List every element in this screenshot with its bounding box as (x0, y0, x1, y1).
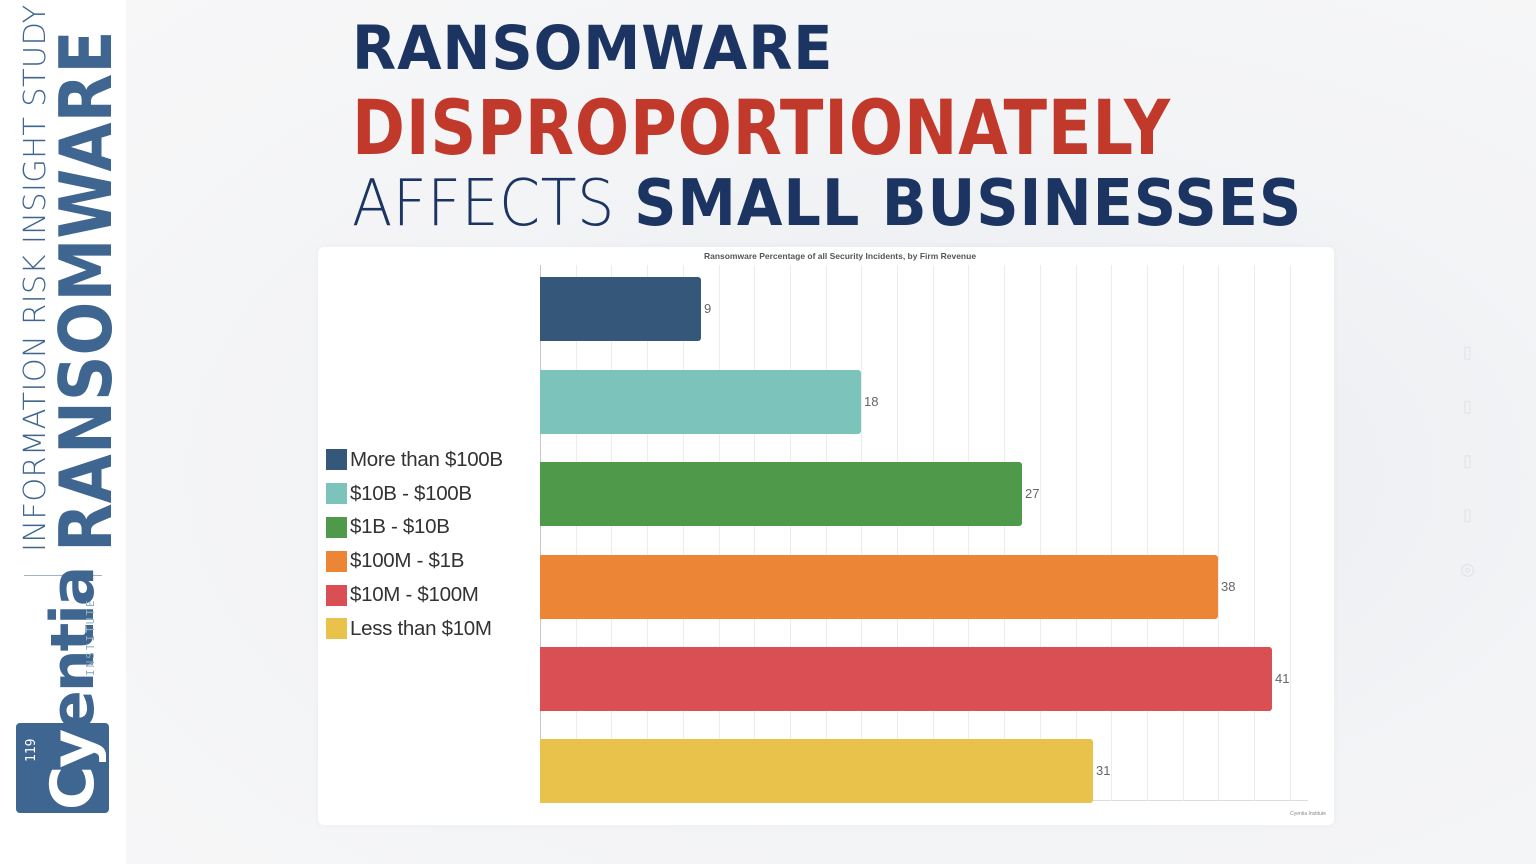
grid-line (1004, 265, 1005, 801)
bar (540, 462, 1022, 526)
logo-number: 119 (24, 738, 39, 762)
bar-value-label: 18 (864, 394, 879, 409)
legend-item: Less than $10M (326, 612, 503, 646)
cyentia-logo: Cyentia (38, 568, 108, 810)
grid-line (968, 265, 969, 801)
cyentia-logo-box (16, 723, 109, 813)
chart-legend: More than $100B $10B - $100B $1B - $10B $10… (326, 443, 503, 646)
legend-swatch (326, 483, 347, 505)
grid-line (647, 265, 648, 801)
legend-label: More than $100B (350, 447, 503, 471)
legend-item: $10B - $100B (326, 477, 503, 511)
legend-swatch (326, 618, 347, 640)
grid-line (611, 265, 612, 801)
headline-line-1: RANSOMWARE (352, 13, 834, 84)
legend-label: $10M - $100M (350, 583, 479, 607)
headline-line-3-light: AFFECTS (352, 167, 635, 241)
bar-value-label: 38 (1221, 579, 1236, 594)
study-title: RANSOMWARE (44, 30, 128, 553)
grid-line (933, 265, 934, 801)
legend-swatch (326, 550, 347, 572)
logo-word-main: Cy (38, 730, 108, 810)
bar (540, 555, 1218, 619)
grid-line (1040, 265, 1041, 801)
bar-value-label: 41 (1275, 671, 1290, 686)
headline-line-2: DISPROPORTIONATELY (352, 83, 1171, 172)
headline-line-3: AFFECTS SMALL BUSINESSES (352, 172, 1302, 242)
legend-label: $100M - $1B (350, 549, 465, 573)
legend-item: $10M - $100M (326, 578, 503, 612)
grid-line (719, 265, 720, 801)
grid-line (1147, 265, 1148, 801)
source-note: Cyentia Institute (1290, 811, 1326, 817)
bar (540, 277, 701, 341)
grid-line (683, 265, 684, 801)
bar (540, 370, 861, 434)
legend-item: $1B - $10B (326, 511, 503, 545)
logo-word-tail: entia (38, 567, 108, 731)
bar (540, 647, 1272, 711)
headline-line-3-bold: SMALL BUSINESSES (634, 167, 1303, 241)
grid-line (1183, 265, 1184, 801)
legend-swatch (326, 584, 347, 606)
grid-line (576, 265, 577, 801)
brand-sidebar: INFORMATION RISK INSIGHT STUDY RANSOMWAR… (0, 0, 128, 864)
headline: RANSOMWARE DISPROPORTIONATELY AFFECTS SM… (352, 18, 1385, 242)
bar-value-label: 31 (1096, 763, 1111, 778)
grid-line (1076, 265, 1077, 801)
chart-title: Ransomware Percentage of all Security In… (703, 251, 977, 261)
chart-plot-area: 9 18 27 38 41 31 (540, 265, 1308, 803)
logo-institute: INSTITUTE (84, 598, 97, 676)
bar-value-label: 27 (1025, 486, 1040, 501)
grid-line (826, 265, 827, 801)
legend-label: $1B - $10B (350, 515, 450, 539)
y-axis-line (540, 265, 541, 801)
grid-line (1290, 265, 1291, 801)
grid-line (790, 265, 791, 801)
legend-label: $10B - $100B (350, 481, 472, 505)
legend-item: More than $100B (326, 443, 503, 477)
grid-line (1254, 265, 1255, 801)
brand-divider (24, 575, 102, 576)
bar-value-label: 9 (704, 301, 712, 316)
legend-swatch (326, 516, 347, 538)
grid-line (897, 265, 898, 801)
bar (540, 739, 1093, 803)
grid-line (1111, 265, 1112, 801)
legend-swatch (326, 449, 347, 471)
background-circuit-decoration: ▯ ▯ ▯ ▯ ◎ (1455, 340, 1480, 590)
grid-line (861, 265, 862, 801)
chart-card: Ransomware Percentage of all Security In… (318, 247, 1334, 825)
grid-line (754, 265, 755, 801)
legend-label: Less than $10M (350, 616, 492, 640)
grid-line (1218, 265, 1219, 801)
legend-item: $100M - $1B (326, 544, 503, 578)
